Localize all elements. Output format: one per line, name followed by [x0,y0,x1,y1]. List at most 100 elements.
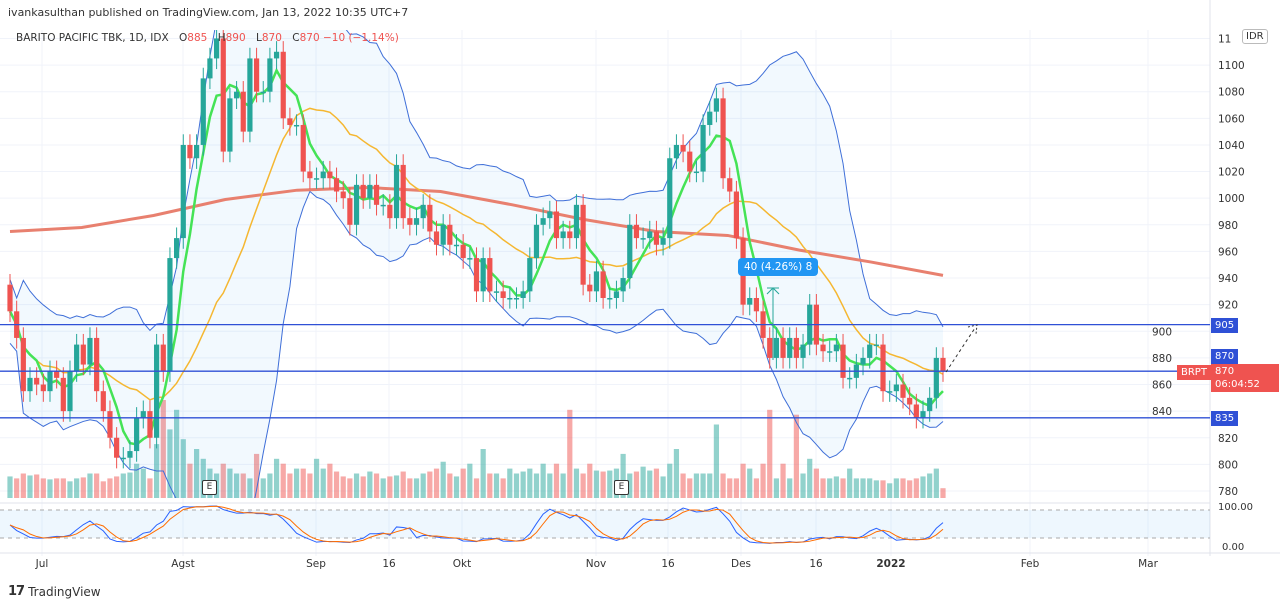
earnings-marker[interactable]: E [202,480,217,495]
candle-body [380,204,386,207]
tradingview-logo[interactable]: 17 TradingView [8,584,101,599]
candle-body [427,204,433,232]
volume-bar [460,468,466,498]
candle-body [507,298,513,300]
volume-bar [833,476,839,498]
volume-bar [333,471,340,498]
volume-bar [387,476,393,498]
candle-body [820,344,826,352]
price-axis-tick: 1040 [1218,140,1245,152]
volume-bar [847,468,853,498]
volume-bar [560,473,566,498]
candle-body [213,38,220,59]
candle-body [207,58,213,79]
candle-body [893,384,899,392]
candle-body [927,397,933,412]
candle-body [447,224,453,245]
volume-bar [907,480,913,498]
ma-long-line [9,186,944,277]
candle-body [407,218,413,225]
price-range-measure-label[interactable]: 40 (4.26%) 8 [738,258,819,276]
candle-body [560,231,566,239]
price-axis-tick: 900 [1152,326,1172,338]
candle-body [660,238,666,245]
currency-badge[interactable]: IDR [1242,29,1268,44]
volume-bar [427,471,433,498]
candle-body [34,377,40,385]
candle-body [900,384,906,398]
volume-bar [893,478,899,498]
price-axis-tick: 1080 [1218,87,1245,99]
candle-body [160,344,166,372]
volume-bar [100,481,106,498]
volume-bar [167,429,173,498]
candle-body [134,417,140,452]
candle-body [673,144,680,159]
volume-bar [360,476,366,498]
candle-body [620,278,626,292]
last-price: 870 [1215,366,1235,377]
candle-body [320,171,326,179]
candle-body [140,411,146,418]
stoch-band-fill [0,510,1210,538]
volume-bar [327,463,333,498]
volume-bar [593,470,600,498]
volume-bar [627,473,633,498]
candle-body [520,291,526,299]
tv-logo-icon: 17 [8,584,25,599]
volume-bar [80,477,86,498]
volume-bar [547,473,553,498]
volume-bar [880,480,886,498]
candle-body [47,371,53,392]
candle-body [640,238,646,240]
time-axis-tick: 16 [809,558,823,570]
volume-bar [307,473,313,498]
candle-body [180,144,186,239]
candle-body [907,397,913,405]
volume-bar [773,478,779,498]
candle-body [353,184,360,225]
bollinger-upper [9,30,944,332]
candle-body [613,291,620,299]
candle-body [867,344,873,358]
candle-body [194,144,200,159]
candle-body [114,437,120,458]
volume-bar [600,471,606,498]
volume-bar [687,478,693,498]
candle-body [333,178,340,192]
candle-body [500,291,506,299]
candle-body [147,411,153,438]
volume-bar [753,478,759,498]
volume-bar [87,473,93,498]
volume-bar [733,478,740,498]
candle-body [127,451,133,458]
close-value: 870 [299,32,320,44]
high-label: H [217,32,226,44]
candle-body [587,284,593,292]
candle-body [453,244,460,247]
volume-bar [7,476,13,498]
volume-bar [127,472,133,498]
candle-body [233,91,240,99]
candle-body [773,337,779,358]
volume-bar [487,473,493,498]
candle-body [793,337,799,358]
volume-bar [793,414,799,498]
volume-bar [667,463,673,498]
volume-bar [280,463,286,498]
candle-body [80,344,86,365]
volume-bar [120,473,126,498]
candle-body [327,171,333,179]
candle-body [733,191,740,239]
candle-body [260,91,266,94]
volume-bar [380,478,386,498]
volume-bar [347,478,353,498]
stoch-axis-tick: 0.00 [1222,542,1244,553]
time-axis-tick: Jul [35,558,49,570]
candle-body [440,224,446,245]
volume-bar [240,473,246,498]
volume-bar [233,473,240,498]
price-axis-tick: 880 [1152,353,1172,365]
earnings-marker[interactable]: E [614,480,629,495]
